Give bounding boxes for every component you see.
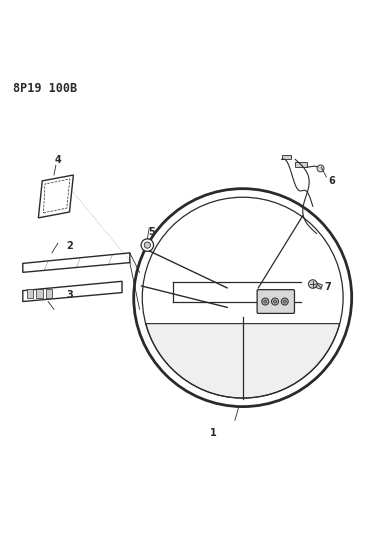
Bar: [27, 289, 33, 297]
Bar: [313, 282, 322, 289]
Text: 2: 2: [66, 241, 73, 251]
Circle shape: [274, 300, 277, 303]
Text: 5: 5: [148, 227, 154, 237]
Circle shape: [283, 300, 286, 303]
Circle shape: [317, 165, 324, 172]
Circle shape: [281, 298, 288, 305]
Text: 6: 6: [328, 176, 335, 186]
FancyBboxPatch shape: [257, 289, 294, 313]
Bar: [36, 289, 43, 297]
Polygon shape: [146, 324, 340, 398]
Text: 8P19 100B: 8P19 100B: [13, 82, 77, 95]
Text: 7: 7: [325, 282, 331, 292]
Text: 4: 4: [54, 155, 61, 165]
Circle shape: [144, 242, 151, 248]
Circle shape: [262, 298, 269, 305]
Bar: [281, 155, 291, 159]
Circle shape: [264, 300, 267, 303]
Circle shape: [141, 239, 154, 252]
Circle shape: [309, 280, 317, 288]
Text: 3: 3: [66, 290, 73, 300]
Bar: [46, 289, 53, 297]
Text: 1: 1: [210, 428, 217, 438]
Circle shape: [272, 298, 278, 305]
Bar: [295, 162, 307, 167]
